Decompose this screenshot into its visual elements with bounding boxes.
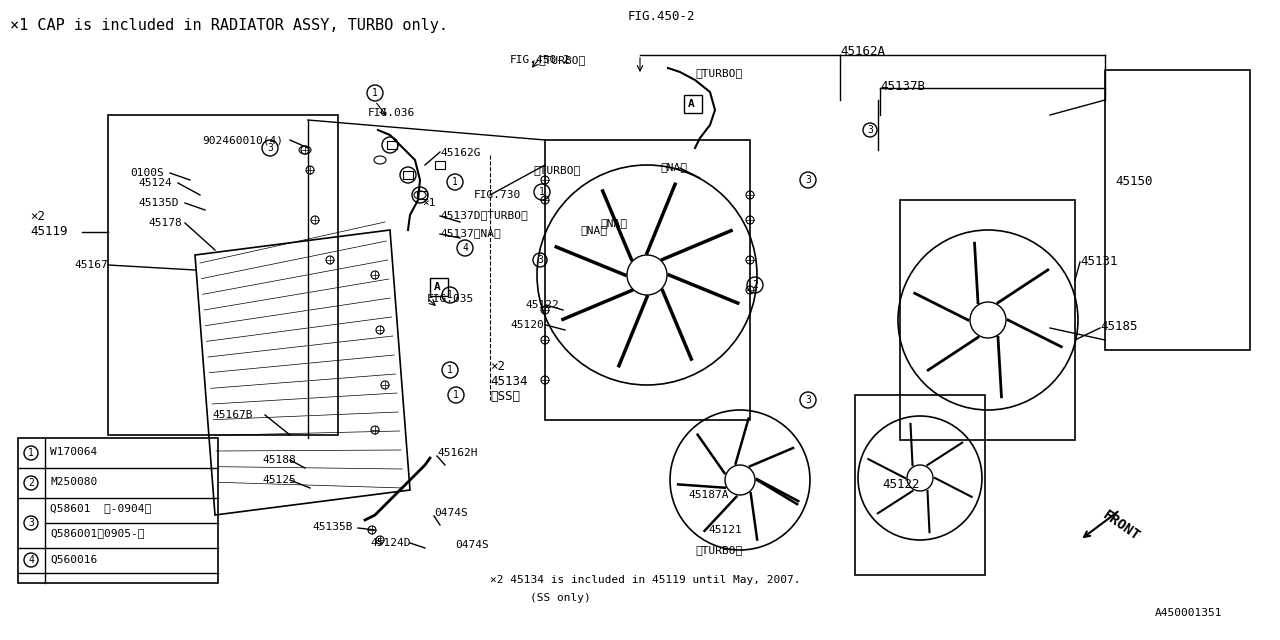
Text: 45162G: 45162G [440, 148, 480, 158]
Text: 45121: 45121 [708, 525, 741, 535]
Text: M250080: M250080 [50, 477, 97, 487]
Text: 45162H: 45162H [436, 448, 477, 458]
Text: A450001351: A450001351 [1155, 608, 1222, 618]
Text: 4: 4 [462, 243, 468, 253]
Text: 45124: 45124 [138, 178, 172, 188]
Text: 3: 3 [805, 175, 812, 185]
Text: 1: 1 [28, 448, 35, 458]
Text: 45150: 45150 [1115, 175, 1152, 188]
Bar [684, 95, 701, 113]
Bar [403, 171, 413, 179]
Text: 3: 3 [28, 518, 35, 528]
Text: FIG.730: FIG.730 [474, 190, 521, 200]
Text: FRONT: FRONT [1100, 508, 1142, 543]
Text: Q560016: Q560016 [50, 555, 97, 565]
Text: 〈TURBO〉: 〈TURBO〉 [695, 68, 742, 78]
Text: 45135D: 45135D [138, 198, 178, 208]
Bar [18, 438, 218, 583]
Text: 45162A: 45162A [840, 45, 884, 58]
Text: 45178: 45178 [148, 218, 182, 228]
Text: 1: 1 [447, 290, 453, 300]
Text: 902460010(4): 902460010(4) [202, 135, 283, 145]
Text: 2: 2 [28, 478, 35, 488]
Text: 〈NA〉: 〈NA〉 [660, 162, 687, 172]
Text: A: A [689, 99, 695, 109]
Text: 45122: 45122 [525, 300, 559, 310]
Text: 45125: 45125 [262, 475, 296, 485]
Bar [108, 115, 338, 435]
Text: 〈NA〉: 〈NA〉 [600, 218, 627, 228]
Bar [387, 141, 397, 149]
Text: 〈TURBO〉: 〈TURBO〉 [695, 545, 742, 555]
Text: 3: 3 [538, 255, 543, 265]
Text: 45135B: 45135B [312, 522, 352, 532]
Text: FIG.450-2: FIG.450-2 [509, 55, 571, 65]
Text: 45167: 45167 [74, 260, 108, 270]
Text: 45137D〈TURBO〉: 45137D〈TURBO〉 [440, 210, 527, 220]
Text: ×2: ×2 [490, 360, 506, 373]
Text: 3: 3 [268, 143, 273, 153]
Text: 1: 1 [453, 390, 460, 400]
Bar [1105, 70, 1251, 350]
Text: 3: 3 [805, 395, 812, 405]
Text: ×2: ×2 [29, 210, 45, 223]
Text: 45187A: 45187A [689, 490, 728, 500]
Bar [855, 395, 986, 575]
Text: 1: 1 [452, 177, 458, 187]
Text: A: A [434, 282, 440, 292]
Text: 〈SS〉: 〈SS〉 [490, 390, 520, 403]
Text: (SS only): (SS only) [530, 593, 591, 603]
Text: W170064: W170064 [50, 447, 97, 457]
Text: 〈TURBO〉: 〈TURBO〉 [532, 165, 580, 175]
Text: 45119: 45119 [29, 225, 68, 238]
Bar [545, 140, 750, 420]
Text: ×1: ×1 [422, 198, 435, 208]
Text: Q586001 0905-〈: Q586001 0905-〈 [50, 528, 145, 538]
Text: 1: 1 [372, 88, 378, 98]
Text: 45167B: 45167B [212, 410, 252, 420]
Text: FIG.036: FIG.036 [369, 108, 415, 118]
Text: 45137B: 45137B [881, 80, 925, 93]
Text: 〈TURBO〉: 〈TURBO〉 [538, 55, 585, 65]
Text: FIG.035: FIG.035 [428, 294, 475, 304]
Bar [900, 200, 1075, 440]
Text: Q58601  〈-0904〉: Q58601 〈-0904〉 [50, 503, 151, 513]
Text: 2: 2 [753, 280, 758, 290]
Text: 45122: 45122 [882, 478, 919, 491]
Text: 45124D: 45124D [370, 538, 411, 548]
Text: 45188: 45188 [262, 455, 296, 465]
Text: 0100S: 0100S [131, 168, 164, 178]
Text: 45131: 45131 [1080, 255, 1117, 268]
Text: 45137〈NA〉: 45137〈NA〉 [440, 228, 500, 238]
Text: 0474S: 0474S [434, 508, 467, 518]
Text: FIG.450-2: FIG.450-2 [628, 10, 695, 23]
Text: 1: 1 [539, 187, 545, 197]
Text: 45120: 45120 [509, 320, 544, 330]
Text: 〈NA〉: 〈NA〉 [580, 225, 607, 235]
Text: 4: 4 [28, 555, 35, 565]
Bar [430, 278, 448, 296]
Text: 45185: 45185 [1100, 320, 1138, 333]
Text: ×2 45134 is included in 45119 until May, 2007.: ×2 45134 is included in 45119 until May,… [490, 575, 800, 585]
Text: 3: 3 [867, 125, 873, 135]
Text: 1: 1 [447, 365, 453, 375]
Bar [435, 161, 445, 169]
Text: ×1 CAP is included in RADIATOR ASSY, TURBO only.: ×1 CAP is included in RADIATOR ASSY, TUR… [10, 18, 448, 33]
Bar [417, 191, 428, 199]
Text: 0474S: 0474S [454, 540, 489, 550]
Text: 45134: 45134 [490, 375, 527, 388]
